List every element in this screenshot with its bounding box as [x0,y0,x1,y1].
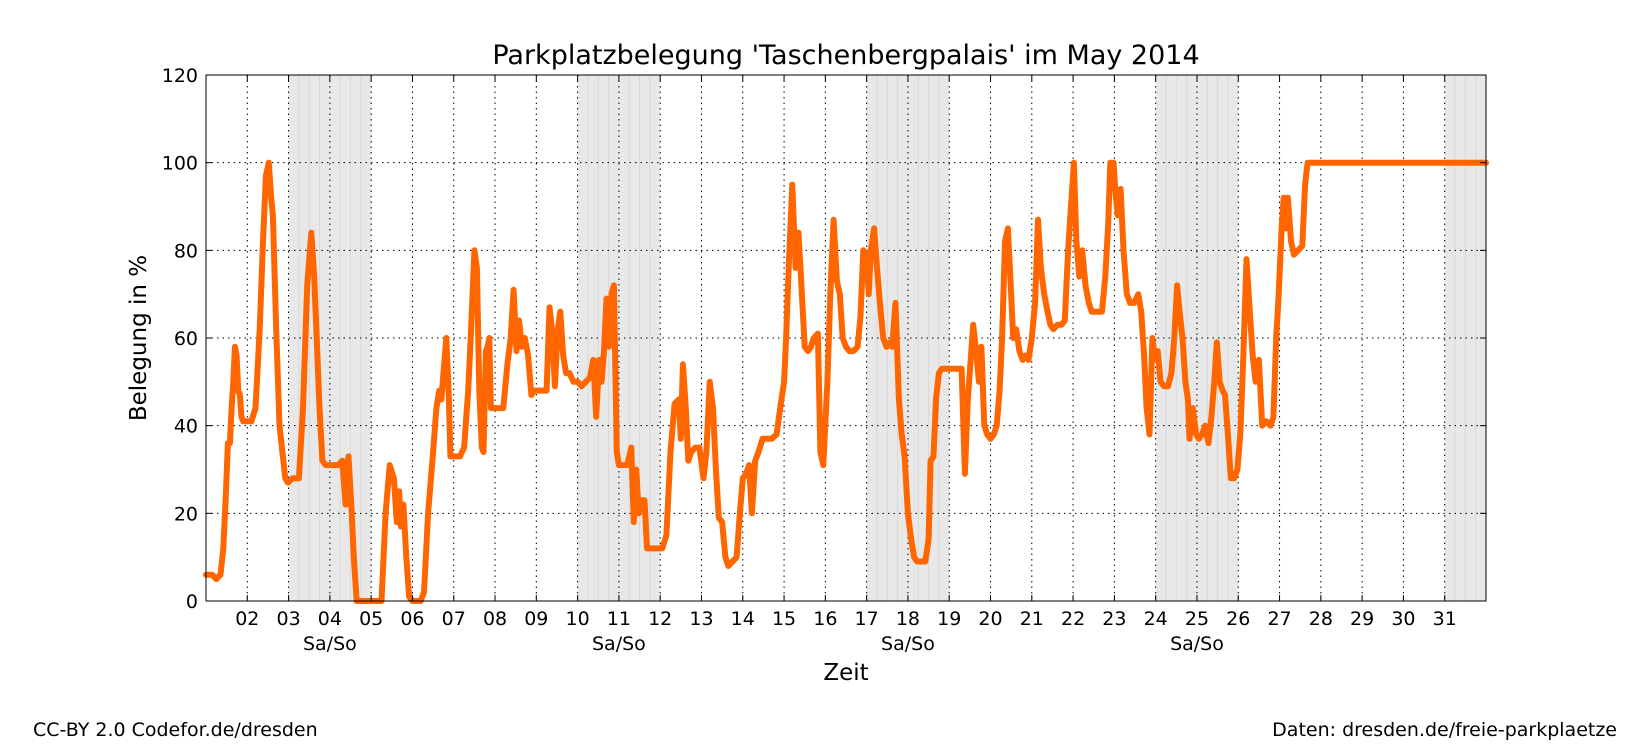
x-tick-label: 13 [689,608,713,630]
x-tick-label: 18 [896,608,920,630]
weekend-caption: Sa/So [303,633,357,655]
x-tick-label: 11 [607,608,631,630]
x-tick-label: 27 [1267,608,1291,630]
weekend-caption: Sa/So [592,633,646,655]
x-tick-label: 06 [400,608,424,630]
x-tick-label: 28 [1309,608,1333,630]
x-tick-label: 03 [276,608,300,630]
x-tick-label: 21 [1020,608,1044,630]
x-tick-label: 14 [731,608,755,630]
x-tick-label: 16 [813,608,837,630]
x-axis-label: Zeit [823,660,868,686]
x-tick-label: 15 [772,608,796,630]
data-source-credit: Daten: dresden.de/freie-parkplaetze [1272,719,1617,741]
x-tick-label: 04 [318,608,342,630]
x-tick-label: 09 [524,608,548,630]
data-series [203,159,1489,604]
x-tick-label: 24 [1144,608,1168,630]
y-tick-label: 40 [174,416,198,438]
license-credit: CC-BY 2.0 Codefor.de/dresden [33,719,318,741]
x-tick-label: 30 [1391,608,1415,630]
x-tick-label: 26 [1226,608,1250,630]
y-tick-label: 100 [162,153,198,175]
x-tick-label: 05 [359,608,383,630]
weekend-caption: Sa/So [1170,633,1224,655]
y-tick-label: 60 [174,328,198,350]
y-tick-label: 20 [174,503,198,525]
x-tick-label: 10 [566,608,590,630]
x-tick-label: 31 [1433,608,1457,630]
x-tick-label: 08 [483,608,507,630]
x-tick-label: 07 [442,608,466,630]
x-tick-label: 20 [978,608,1002,630]
x-tick-label: 22 [1061,608,1085,630]
weekend-caption: Sa/So [881,633,935,655]
x-tick-label: 23 [1102,608,1126,630]
x-tick-label: 02 [235,608,259,630]
y-tick-label: 80 [174,240,198,262]
occupancy-line [203,159,1489,604]
x-tick-label: 29 [1350,608,1374,630]
x-tick-label: 25 [1185,608,1209,630]
x-tick-label: 19 [937,608,961,630]
y-tick-label: 0 [186,591,198,613]
x-tick-label: 12 [648,608,672,630]
y-axis-label: Belegung in % [126,255,152,421]
chart-title: Parkplatzbelegung 'Taschenbergpalais' im… [492,40,1199,71]
x-tick-label: 17 [855,608,879,630]
axis-ticks: 0 20 40 60 80 100 120 02 03 04 05 06 07 08 09 10 11 12 13 1… [162,65,1486,655]
y-tick-label: 120 [162,65,198,87]
